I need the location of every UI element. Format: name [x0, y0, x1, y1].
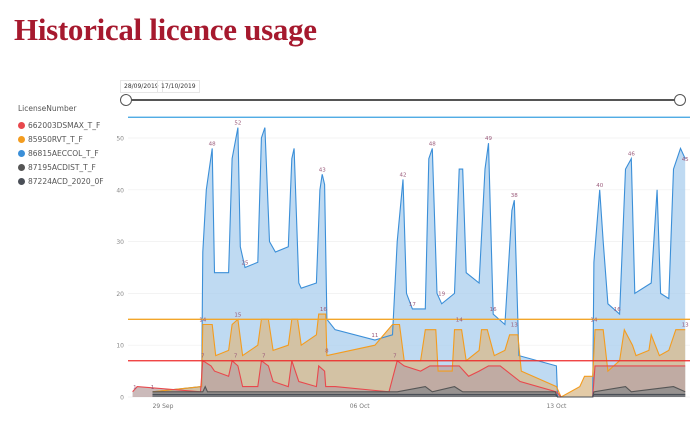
y-tick-label: 20 — [116, 291, 124, 298]
slider-start-handle[interactable] — [120, 94, 132, 106]
data-label: 7 — [262, 354, 266, 360]
data-label: 16 — [614, 307, 621, 313]
data-label: 13 — [682, 323, 689, 329]
legend: LicenseNumber 662003DSMAX_T_F 85950RVT_T_… — [18, 104, 104, 188]
data-label: 42 — [400, 172, 407, 178]
y-tick-label: 50 — [116, 136, 124, 143]
y-tick-label: 40 — [116, 187, 124, 194]
data-label: 15 — [234, 312, 241, 318]
x-tick-label: 29 Sep — [153, 403, 174, 410]
legend-item[interactable]: 87224ACD_2020_0F — [18, 174, 104, 188]
data-label: 48 — [429, 141, 436, 147]
series-line — [152, 313, 686, 398]
data-label: 40 — [596, 183, 603, 189]
legend-label: 87195ACDIST_T_F — [28, 162, 96, 172]
data-label: 17 — [409, 302, 416, 308]
slider-end-handle[interactable] — [674, 94, 686, 106]
data-label: 7 — [234, 354, 238, 360]
data-label: 16 — [490, 307, 497, 313]
series-area — [152, 394, 686, 397]
legend-item[interactable]: 86815AECCOL_T_F — [18, 146, 104, 160]
data-label: 45 — [682, 157, 689, 163]
data-label: 46 — [628, 152, 635, 158]
data-label: 19 — [438, 292, 445, 298]
x-tick-label: 06 Oct — [350, 403, 371, 410]
series-line — [152, 393, 686, 398]
slider-end-date[interactable]: 17/10/2019 — [157, 80, 200, 93]
data-label: 48 — [209, 141, 216, 147]
series-area — [132, 360, 686, 397]
legend-dot-icon — [18, 163, 25, 171]
series-area — [152, 127, 686, 397]
data-label: 7 — [201, 354, 205, 360]
date-range-slider[interactable] — [126, 99, 680, 101]
series-line — [152, 127, 686, 398]
legend-dot-icon — [18, 121, 25, 129]
y-tick-label: 10 — [116, 343, 124, 350]
data-label: 14 — [590, 317, 597, 323]
x-tick-label: 13 Oct — [546, 403, 567, 410]
legend-title: LicenseNumber — [18, 104, 77, 113]
data-label: 13 — [511, 323, 518, 329]
legend-item[interactable]: 85950RVT_T_F — [18, 132, 104, 146]
legend-label: 85950RVT_T_F — [28, 134, 83, 144]
series-line — [152, 385, 686, 398]
legend-dot-icon — [18, 149, 25, 157]
slider-start-date[interactable]: 28/09/2019 — [120, 80, 163, 93]
data-label: 11 — [371, 333, 378, 339]
legend-dot-icon — [18, 177, 25, 185]
data-label: 7 — [393, 354, 397, 360]
legend-dot-icon — [18, 135, 25, 143]
data-label: 8 — [325, 349, 329, 355]
data-label: 1 — [151, 385, 155, 391]
legend-item[interactable]: 662003DSMAX_T_F — [18, 118, 104, 132]
legend-label: 662003DSMAX_T_F — [28, 120, 101, 130]
page-title: Historical licence usage — [14, 12, 317, 47]
data-label: 25 — [241, 261, 248, 267]
data-label: 49 — [485, 136, 492, 142]
data-label: 16 — [320, 307, 327, 313]
series-line — [132, 359, 686, 398]
y-tick-label: 30 — [116, 239, 124, 246]
legend-label: 86815AECCOL_T_F — [28, 148, 99, 158]
series-area — [152, 314, 686, 397]
data-label: 14 — [199, 317, 206, 323]
legend-item[interactable]: 87195ACDIST_T_F — [18, 160, 104, 174]
y-tick-label: 0 — [120, 395, 124, 402]
legend-label: 87224ACD_2020_0F — [28, 176, 104, 186]
data-label: 43 — [319, 167, 326, 173]
data-label: 38 — [511, 193, 518, 199]
data-label: 1 — [133, 385, 137, 391]
data-label: 52 — [234, 121, 241, 127]
data-label: 14 — [456, 317, 463, 323]
